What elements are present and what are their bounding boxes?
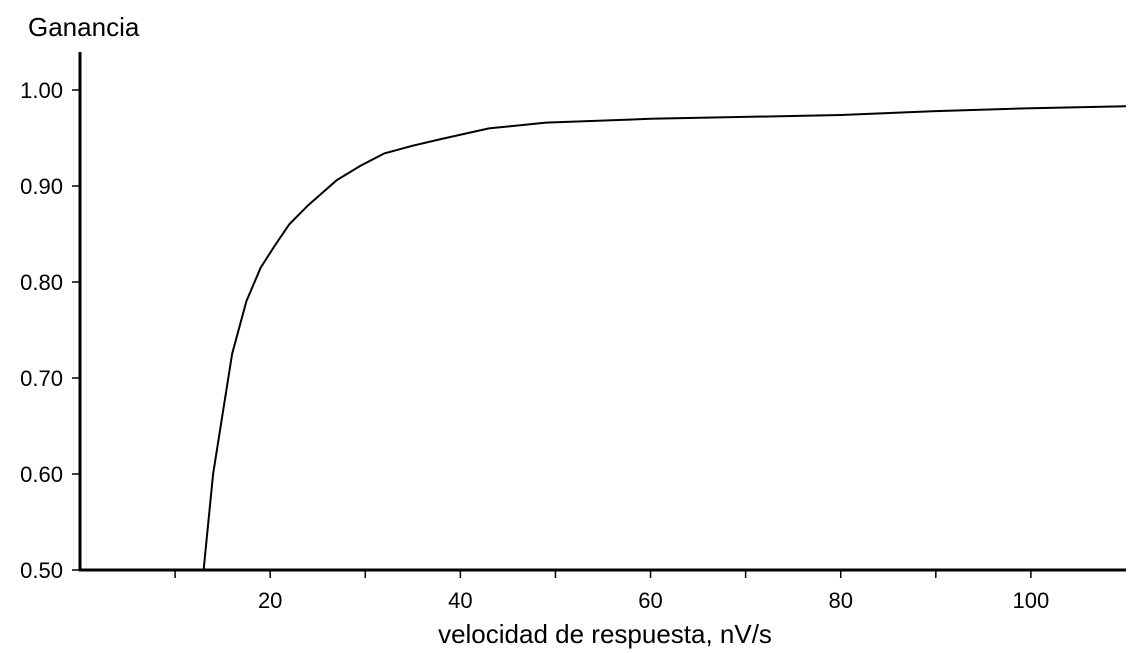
y-tick-label: 1.00 xyxy=(20,78,63,103)
x-tick-label: 100 xyxy=(1013,588,1050,613)
y-tick-label: 0.60 xyxy=(20,462,63,487)
x-tick-label: 20 xyxy=(258,588,282,613)
y-tick-label: 0.90 xyxy=(20,174,63,199)
y-tick-label: 0.70 xyxy=(20,366,63,391)
x-tick-label: 60 xyxy=(638,588,662,613)
series-line xyxy=(202,105,1127,571)
x-tick-label: 40 xyxy=(448,588,472,613)
y-tick-label: 0.50 xyxy=(20,558,63,583)
y-axis-title: Ganancia xyxy=(28,12,140,42)
x-axis-title: velocidad de respuesta, nV/s xyxy=(438,619,772,649)
x-tick-label: 80 xyxy=(828,588,852,613)
y-tick-label: 0.80 xyxy=(20,270,63,295)
